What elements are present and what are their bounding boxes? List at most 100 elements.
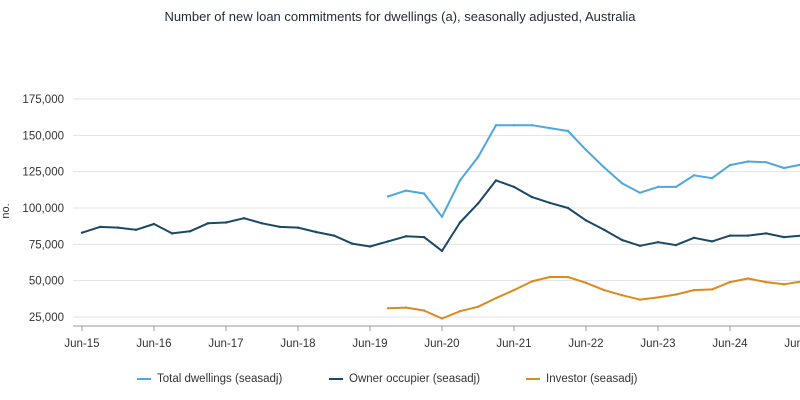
legend-label: Total dwellings (seasadj) (157, 373, 283, 385)
y-axis-label: no. (0, 203, 12, 218)
data-point-investor (458, 310, 462, 313)
data-point-owner-occupier (530, 195, 534, 199)
data-point-total-dwellings (512, 124, 516, 127)
data-point-investor (386, 307, 390, 310)
series-line-total-dwellings (387, 124, 800, 218)
data-point-investor (620, 294, 624, 297)
data-point-owner-occupier (278, 225, 282, 229)
data-point-total-dwellings (746, 160, 750, 163)
legend-label: Investor (seasadj) (546, 373, 638, 385)
data-point-total-dwellings (404, 189, 408, 192)
data-point-total-dwellings (728, 163, 732, 167)
y-tick-label: 25,000 (29, 312, 64, 324)
x-tick-label: Jun-15 (64, 338, 99, 350)
data-point-owner-occupier (584, 219, 588, 222)
data-point-total-dwellings (566, 129, 570, 133)
legend-item[interactable]: Total dwellings (seasadj) (137, 373, 282, 385)
data-point-investor (512, 288, 516, 292)
data-point-investor (782, 283, 786, 286)
x-tick-label: Jun-23 (640, 338, 675, 350)
data-point-owner-occupier (692, 236, 696, 239)
legend-swatch (137, 378, 151, 380)
data-point-owner-occupier (566, 206, 570, 210)
y-tick-label: 100,000 (22, 203, 64, 215)
data-point-owner-occupier (728, 234, 732, 237)
data-point-owner-occupier (224, 221, 228, 224)
data-point-owner-occupier (548, 201, 552, 205)
data-point-investor (404, 306, 408, 309)
data-point-owner-occupier (170, 232, 174, 235)
data-point-owner-occupier (242, 217, 246, 220)
data-point-total-dwellings (674, 185, 678, 189)
data-point-investor (692, 288, 696, 292)
y-tick-label: 175,000 (22, 94, 64, 106)
series-line-investor (387, 276, 800, 320)
legend-label: Owner occupier (seasadj) (349, 373, 481, 385)
x-tick-label: Jun-21 (496, 338, 531, 350)
y-tick-label: 50,000 (29, 276, 64, 288)
data-point-investor (764, 280, 768, 284)
x-tick-label: Jun-19 (352, 338, 387, 350)
data-point-total-dwellings (548, 126, 552, 130)
data-point-investor (746, 277, 750, 280)
data-point-owner-occupier (782, 235, 786, 239)
data-point-owner-occupier (746, 234, 750, 237)
data-point-owner-occupier (98, 225, 102, 229)
data-point-investor (656, 296, 660, 299)
data-point-investor (566, 275, 570, 279)
data-point-total-dwellings (764, 161, 768, 164)
data-point-total-dwellings (422, 192, 426, 195)
x-tick-label: Jun-17 (208, 338, 243, 350)
data-point-owner-occupier (80, 231, 84, 234)
data-point-investor (674, 293, 678, 296)
data-point-total-dwellings (494, 124, 498, 127)
data-point-total-dwellings (638, 191, 642, 194)
data-point-total-dwellings (458, 179, 462, 182)
data-point-owner-occupier (656, 241, 660, 244)
data-point-owner-occupier (494, 179, 498, 182)
data-point-owner-occupier (332, 234, 336, 237)
data-point-owner-occupier (350, 242, 354, 245)
data-point-owner-occupier (620, 238, 624, 242)
data-point-owner-occupier (386, 240, 390, 243)
data-point-owner-occupier (674, 243, 678, 247)
x-tick-label: Jun-16 (136, 338, 171, 350)
x-tick-label: Jun-20 (424, 338, 459, 350)
data-point-investor (440, 317, 444, 320)
chart-title: Number of new loan commitments for dwell… (164, 9, 636, 24)
legend-swatch (329, 378, 343, 380)
data-point-investor (728, 280, 732, 284)
x-tick-label: Jun-22 (568, 338, 603, 350)
data-point-owner-occupier (422, 235, 426, 239)
data-point-investor (602, 288, 606, 292)
data-point-owner-occupier (476, 202, 480, 205)
data-point-total-dwellings (530, 124, 534, 127)
data-point-total-dwellings (710, 177, 714, 180)
data-point-owner-occupier (458, 221, 462, 224)
data-point-owner-occupier (134, 228, 138, 231)
data-point-investor (638, 298, 642, 301)
data-point-investor (530, 280, 534, 283)
data-point-total-dwellings (584, 148, 588, 152)
data-point-owner-occupier (404, 235, 408, 238)
data-point-total-dwellings (782, 166, 786, 170)
legend-item[interactable]: Owner occupier (seasadj) (329, 373, 480, 385)
x-tick-label: Jun-18 (280, 338, 315, 350)
data-point-owner-occupier (710, 240, 714, 243)
data-point-owner-occupier (152, 222, 156, 226)
data-point-owner-occupier (638, 244, 642, 247)
x-tick-label: Jun-25 (784, 338, 800, 350)
data-point-investor (422, 309, 426, 312)
data-point-total-dwellings (692, 174, 696, 177)
data-point-investor (548, 275, 552, 279)
data-point-investor (494, 296, 498, 300)
data-point-total-dwellings (620, 182, 624, 185)
data-point-owner-occupier (764, 232, 768, 235)
y-tick-label: 150,000 (22, 130, 64, 142)
data-point-total-dwellings (656, 185, 660, 189)
legend-item[interactable]: Investor (seasadj) (526, 373, 637, 385)
data-point-total-dwellings (386, 195, 390, 198)
data-point-owner-occupier (188, 230, 192, 233)
